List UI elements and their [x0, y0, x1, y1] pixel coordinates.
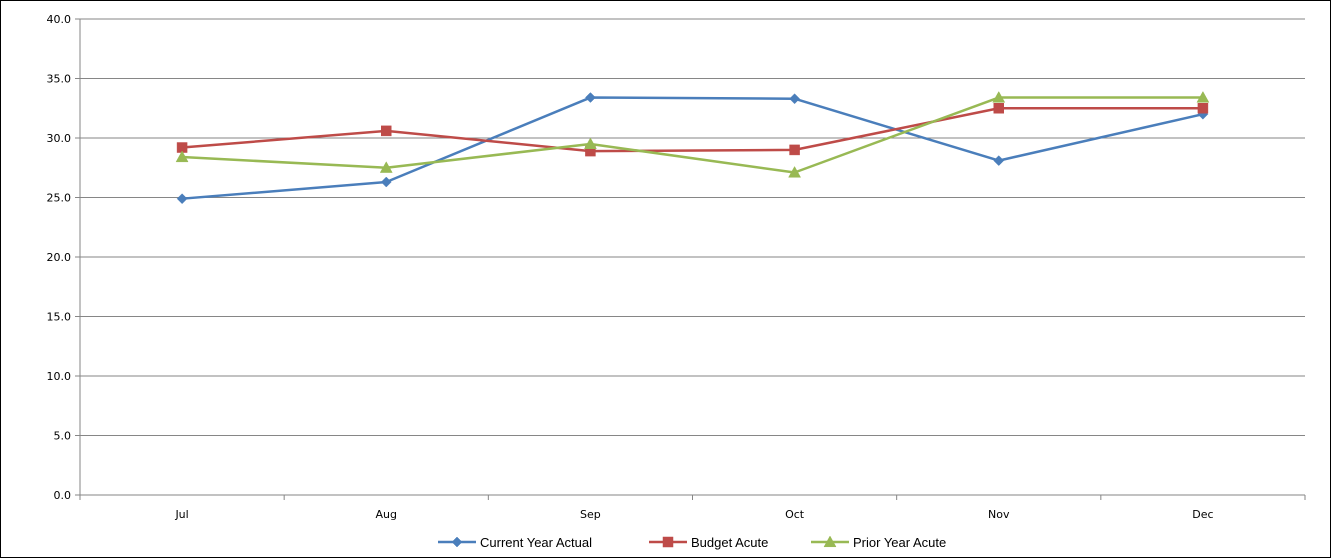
series-markers — [175, 91, 1210, 205]
legend-label-budget-acute: Budget Acute — [691, 535, 768, 550]
y-tick-label-5: 25.0 — [47, 192, 72, 205]
point-prior-year-acute-jul — [175, 150, 189, 163]
point-current-year-actual-aug — [380, 176, 392, 188]
y-tick-label-2: 10.0 — [47, 370, 72, 383]
y-tick-label-0: 0.0 — [54, 489, 72, 502]
x-axis-ticks: Jul Aug Sep Oct Nov Dec — [79, 495, 1306, 521]
legend-label-prior-year-acute: Prior Year Acute — [853, 535, 946, 550]
x-tick-label-sep: Sep — [580, 508, 601, 521]
legend-item-current-year-actual: Current Year Actual — [438, 535, 592, 550]
point-current-year-actual-sep — [585, 92, 596, 103]
point-current-year-actual-nov — [993, 155, 1005, 166]
y-tick-label-1: 5.0 — [54, 430, 72, 443]
y-tick-label-7: 35.0 — [47, 73, 72, 86]
point-current-year-actual-oct — [789, 93, 800, 105]
gridlines — [80, 18, 1305, 436]
series-line-budget-acute — [181, 107, 1203, 153]
point-prior-year-acute-aug — [379, 161, 393, 173]
point-prior-year-acute-nov — [992, 91, 1006, 103]
legend-marker-prior-year-acute — [823, 535, 837, 548]
x-tick-label-nov: Nov — [988, 508, 1010, 521]
legend-marker-budget-acute — [662, 536, 674, 548]
point-current-year-actual-jul — [176, 193, 188, 205]
series-lines — [181, 96, 1204, 200]
x-tick-label-dec: Dec — [1192, 508, 1213, 521]
y-axis-ticks: 0.0 5.0 10.0 15.0 20.0 25.0 30.0 35.0 40.0 — [47, 13, 80, 502]
y-tick-label-4: 20.0 — [47, 251, 72, 264]
legend: Current Year Actual Budget Acute Prior Yea… — [438, 535, 946, 550]
point-prior-year-acute-dec — [1196, 91, 1210, 103]
legend-item-budget-acute: Budget Acute — [649, 535, 768, 550]
x-tick-label-jul: Jul — [174, 508, 188, 521]
series-line-current-year-actual — [181, 96, 1204, 200]
point-prior-year-acute-sep — [583, 137, 597, 149]
y-tick-label-6: 30.0 — [47, 132, 72, 145]
legend-marker-current-year-actual — [451, 536, 463, 548]
point-budget-acute-oct — [789, 144, 800, 156]
series-line-prior-year-acute — [182, 96, 1203, 174]
point-budget-acute-aug — [381, 125, 392, 137]
point-budget-acute-dec — [1197, 103, 1209, 114]
legend-label-current-year-actual: Current Year Actual — [480, 535, 592, 550]
y-tick-label-3: 15.0 — [47, 311, 72, 324]
point-budget-acute-nov — [993, 103, 1004, 114]
x-tick-label-oct: Oct — [785, 508, 805, 521]
point-prior-year-acute-oct — [788, 165, 802, 178]
x-tick-label-aug: Aug — [376, 508, 397, 521]
legend-item-prior-year-acute: Prior Year Acute — [811, 535, 946, 550]
y-tick-label-8: 40.0 — [47, 13, 72, 26]
